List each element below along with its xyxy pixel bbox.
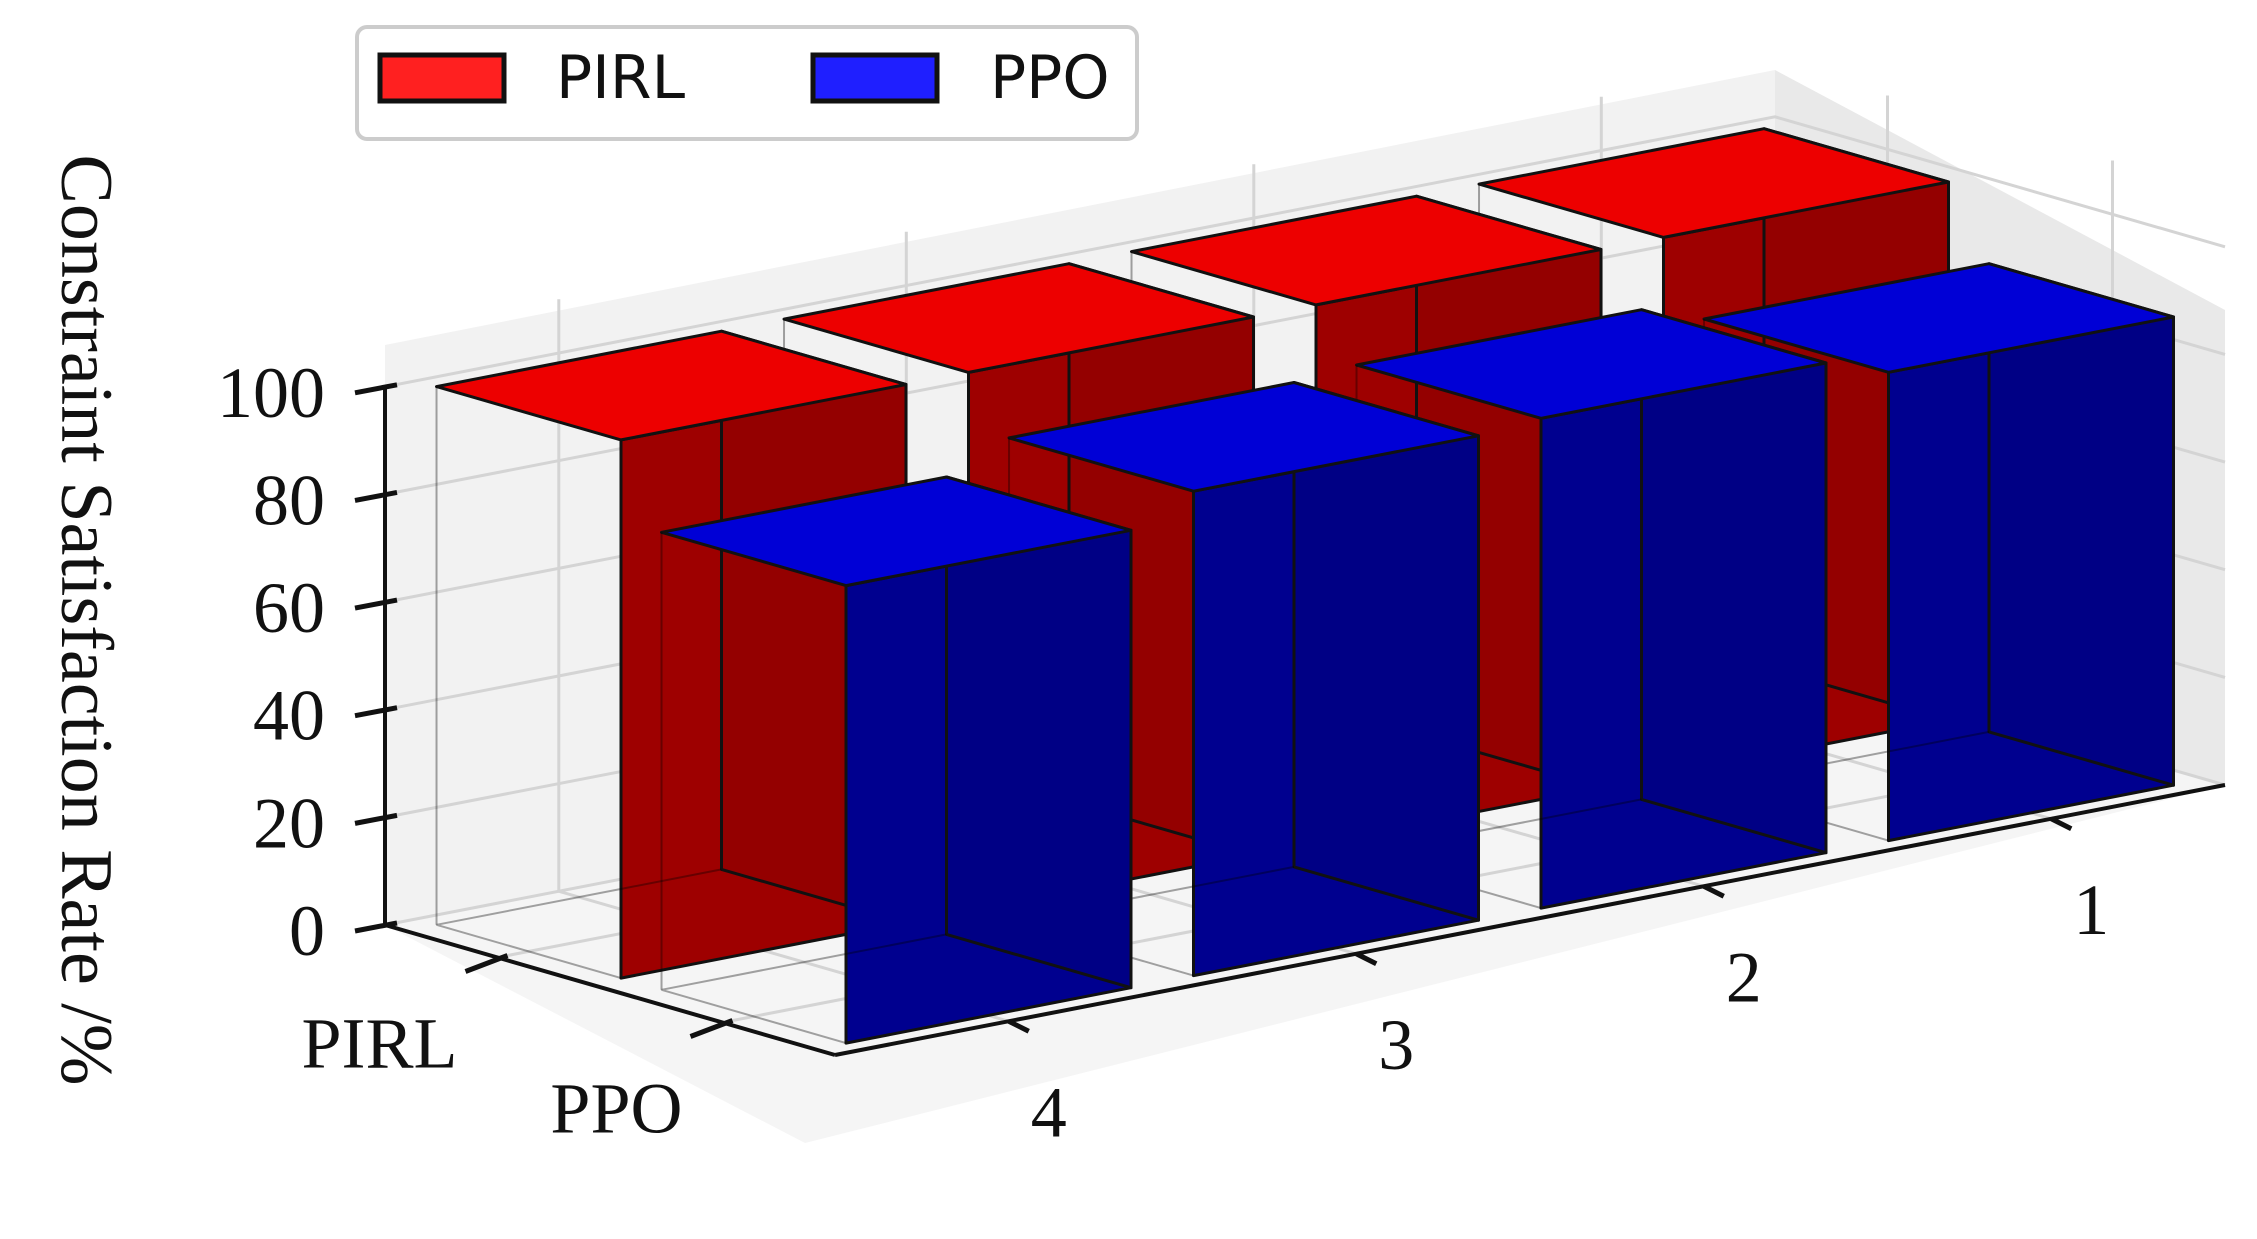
bar-top-face: [1477, 127, 1950, 239]
bar-ppo: [1702, 262, 2175, 843]
x-tick-label: 3: [1378, 1005, 1414, 1085]
axes: [354, 382, 2226, 1057]
x-tick-label: 2: [1726, 937, 1762, 1017]
y-tick-mark: [689, 1018, 734, 1039]
bar-top-face: [1702, 262, 2175, 374]
bar-top-face: [660, 475, 1133, 588]
z-tick-mark: [354, 920, 398, 934]
legend-swatch-pirl: [377, 52, 507, 104]
legend-box: [355, 25, 1139, 141]
y-tick-mark: [464, 953, 509, 974]
z-tick-label: 80: [253, 460, 325, 540]
bar-ppo: [1355, 308, 1828, 910]
x-tick-mark: [1007, 1019, 1030, 1034]
bar-ppo: [1007, 381, 1480, 978]
bar-hidden-edge: [436, 868, 722, 980]
bar-top-face: [782, 262, 1255, 374]
x-tick-label: 1: [2073, 870, 2109, 950]
tick-labels: 0 20 40 60 80 100 PIRL PPO 1 2 3 4: [217, 353, 2109, 1152]
z-tick-label: 100: [217, 353, 325, 433]
legend-swatch-ppo: [810, 52, 940, 104]
bars-ppo-group: [660, 262, 2175, 1045]
z-gridline: [384, 115, 2226, 389]
z-tick-mark: [354, 382, 398, 396]
y-axis-line: [384, 923, 836, 1057]
z-tick-label: 20: [253, 783, 325, 863]
bar-ppo: [660, 475, 1133, 1045]
legend: PIRL PPO: [355, 25, 1139, 141]
bar-top-face: [435, 329, 908, 442]
z-tick-mark: [354, 705, 398, 719]
bar-top-face: [1355, 308, 1828, 420]
y-tick-label: PIRL: [301, 1004, 457, 1084]
y-tick-label: PPO: [550, 1069, 682, 1149]
z-tick-mark: [354, 812, 398, 826]
z-tick-label: 0: [289, 891, 325, 971]
x-axis-line: [834, 783, 2226, 1057]
z-tick-label: 60: [253, 568, 325, 648]
x-tick-label: 4: [1031, 1072, 1067, 1152]
z-axis-label: Constraint Satisfaction Rate /%: [45, 155, 127, 1086]
bar-top-face: [1130, 194, 1603, 307]
legend-label-ppo: PPO: [990, 43, 1110, 113]
z-tick-label: 40: [253, 676, 325, 756]
bar-top-face: [1007, 381, 1480, 493]
x-tick-mark: [2050, 816, 2073, 831]
z-tick-mark: [354, 597, 398, 611]
z-tick-mark: [354, 489, 398, 503]
legend-label-pirl: PIRL: [556, 43, 686, 113]
bar-hidden-edge: [661, 933, 947, 1045]
x-tick-mark: [1355, 951, 1378, 966]
x-tick-mark: [1702, 884, 1725, 899]
